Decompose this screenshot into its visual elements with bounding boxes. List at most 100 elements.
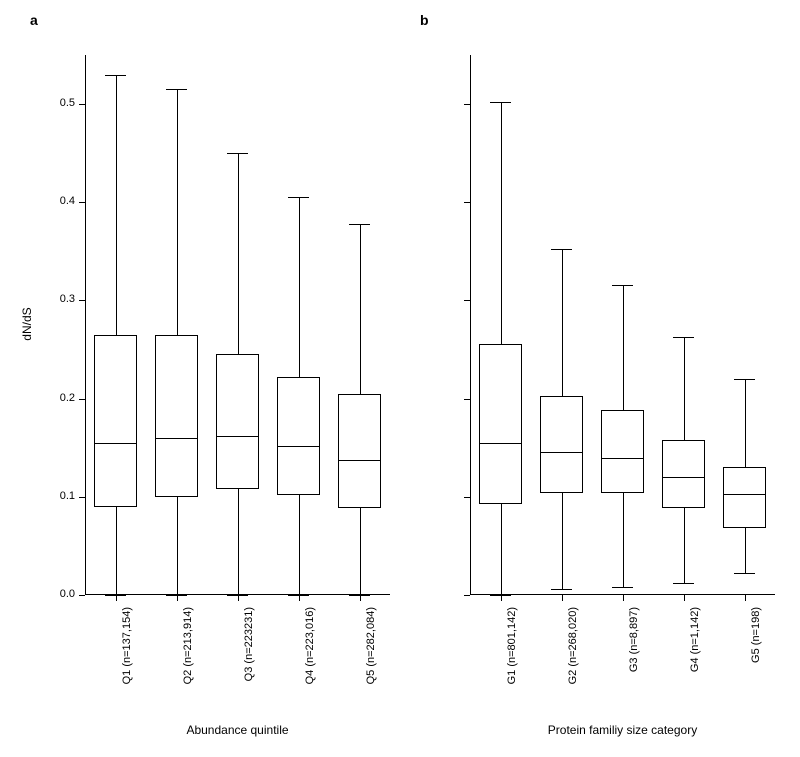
whisker-cap-hi: [166, 89, 187, 90]
x-tick: [623, 595, 624, 601]
x-tick-label: Q1 (n=137,154): [121, 607, 133, 707]
whisker-lower: [177, 497, 178, 595]
y-tick: [464, 595, 470, 596]
y-tick: [464, 497, 470, 498]
x-axis-title-b: Protein familiy size category: [470, 723, 775, 737]
y-tick-label: 0.4: [45, 195, 75, 207]
y-axis-title-a: dN/dS: [20, 224, 34, 424]
box: [479, 344, 522, 504]
x-tick-label: G5 (n=198): [750, 607, 762, 707]
whisker-upper: [745, 379, 746, 467]
figure: a b 0.00.10.20.30.40.5Q1 (n=137,154)Q2 (…: [0, 0, 800, 757]
box: [723, 467, 766, 528]
y-tick-label: 0.0: [45, 588, 75, 600]
y-tick: [79, 399, 85, 400]
whisker-cap-hi: [551, 249, 572, 250]
y-axis-line: [85, 55, 86, 595]
y-tick: [464, 300, 470, 301]
whisker-cap-hi: [349, 224, 370, 225]
panel-b-plot: G1 (n=801,142)G2 (n=268,020)G3 (n=8,897)…: [470, 55, 775, 595]
box: [662, 440, 705, 508]
whisker-cap-lo: [166, 595, 187, 596]
median-line: [94, 443, 137, 444]
box: [601, 410, 644, 492]
whisker-cap-lo: [673, 583, 694, 584]
whisker-upper: [562, 249, 563, 395]
whisker-cap-hi: [288, 197, 309, 198]
box: [216, 354, 259, 489]
whisker-lower: [745, 528, 746, 573]
median-line: [277, 446, 320, 447]
y-tick-label: 0.5: [45, 97, 75, 109]
whisker-cap-hi: [734, 379, 755, 380]
x-tick: [562, 595, 563, 601]
whisker-upper: [623, 285, 624, 411]
whisker-cap-lo: [105, 595, 126, 596]
whisker-lower: [684, 508, 685, 584]
y-axis-line: [470, 55, 471, 595]
y-tick: [79, 497, 85, 498]
median-line: [662, 477, 705, 478]
median-line: [338, 460, 381, 461]
median-line: [601, 458, 644, 459]
y-tick: [79, 300, 85, 301]
x-tick-label: G3 (n=8,897): [628, 607, 640, 707]
median-line: [540, 452, 583, 453]
whisker-cap-hi: [490, 102, 511, 103]
whisker-lower: [501, 504, 502, 595]
y-tick-label: 0.2: [45, 392, 75, 404]
x-tick: [745, 595, 746, 601]
whisker-lower: [360, 508, 361, 595]
panel-a-label: a: [30, 12, 38, 28]
whisker-upper: [238, 153, 239, 354]
whisker-upper: [299, 197, 300, 377]
y-tick: [79, 104, 85, 105]
whisker-cap-lo: [349, 595, 370, 596]
whisker-upper: [177, 89, 178, 334]
median-line: [155, 438, 198, 439]
x-tick-label: G2 (n=268,020): [567, 607, 579, 707]
whisker-lower: [238, 489, 239, 595]
y-tick: [464, 399, 470, 400]
y-tick-label: 0.3: [45, 293, 75, 305]
panel-b-label: b: [420, 12, 429, 28]
whisker-upper: [684, 337, 685, 440]
whisker-cap-lo: [734, 573, 755, 574]
whisker-cap-lo: [288, 595, 309, 596]
x-tick-label: Q2 (n=213,914): [182, 607, 194, 707]
y-tick: [464, 104, 470, 105]
x-tick: [684, 595, 685, 601]
panel-a-plot: 0.00.10.20.30.40.5Q1 (n=137,154)Q2 (n=21…: [85, 55, 390, 595]
x-tick-label: G4 (n=1,142): [689, 607, 701, 707]
y-tick: [79, 202, 85, 203]
whisker-upper: [501, 102, 502, 344]
x-tick-label: G1 (n=801,142): [506, 607, 518, 707]
median-line: [216, 436, 259, 437]
y-tick: [79, 595, 85, 596]
box: [338, 394, 381, 508]
whisker-cap-hi: [105, 75, 126, 76]
x-tick-label: Q3 (n=223231): [243, 607, 255, 707]
whisker-cap-lo: [490, 595, 511, 596]
whisker-lower: [623, 493, 624, 587]
whisker-upper: [360, 224, 361, 394]
whisker-cap-lo: [551, 589, 572, 590]
whisker-upper: [116, 75, 117, 335]
whisker-lower: [116, 507, 117, 595]
box: [155, 335, 198, 497]
whisker-lower: [562, 493, 563, 589]
x-tick-label: Q4 (n=223,016): [304, 607, 316, 707]
y-tick: [464, 202, 470, 203]
box: [540, 396, 583, 493]
x-tick-label: Q5 (n=282,084): [365, 607, 377, 707]
whisker-cap-lo: [612, 587, 633, 588]
whisker-cap-lo: [227, 595, 248, 596]
whisker-cap-hi: [612, 285, 633, 286]
whisker-lower: [299, 495, 300, 595]
y-tick-label: 0.1: [45, 490, 75, 502]
median-line: [479, 443, 522, 444]
box: [277, 377, 320, 495]
whisker-cap-hi: [227, 153, 248, 154]
x-axis-title-a: Abundance quintile: [85, 723, 390, 737]
whisker-cap-hi: [673, 337, 694, 338]
